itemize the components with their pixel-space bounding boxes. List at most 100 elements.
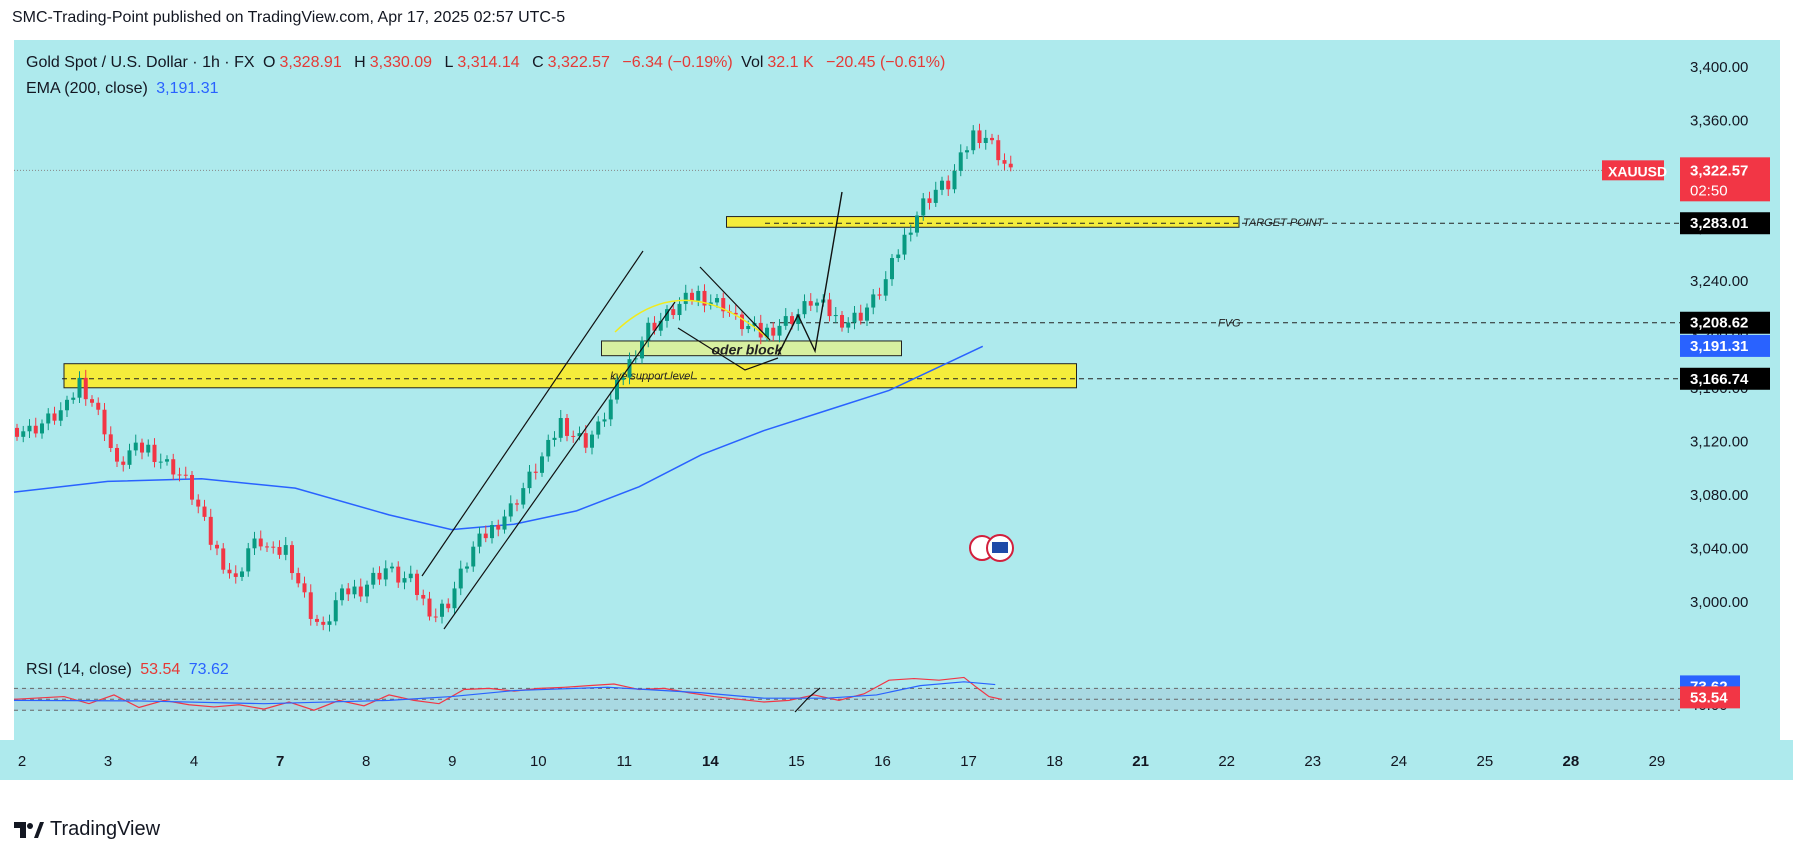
chart-area[interactable]: 3,000.003,040.003,080.003,120.003,160.00… — [0, 40, 1793, 807]
time-tick-label: 4 — [190, 753, 198, 770]
candle-body — [265, 546, 269, 548]
candle-body — [740, 314, 744, 330]
candle-body — [96, 402, 101, 410]
rsi-ma-value: 73.62 — [188, 661, 229, 678]
candle-body — [158, 461, 163, 463]
rsi-legend[interactable]: RSI (14, close) 53.54 73.62 — [26, 661, 233, 679]
candle-body — [308, 592, 313, 619]
candle-body — [340, 588, 344, 601]
rsi-ma-line — [13, 681, 996, 705]
candle-body — [990, 137, 994, 141]
time-tick-label: 7 — [276, 753, 284, 770]
price-tick-label: 3,400.00 — [1690, 59, 1748, 76]
ohlc-legend: Gold Spot / U.S. Dollar · 1h · FX O 3,328… — [26, 54, 949, 72]
rsi-line — [13, 676, 1002, 711]
time-tick-label: 29 — [1649, 753, 1666, 770]
candle-body — [546, 439, 551, 457]
tradingview-logo[interactable]: TradingView — [14, 818, 160, 841]
time-tick-label: 21 — [1132, 753, 1149, 770]
price-tick-label: 3,120.00 — [1690, 433, 1748, 450]
candle-body — [840, 315, 844, 328]
candle-body — [583, 433, 588, 448]
candle-body — [777, 325, 782, 336]
candle-body — [571, 435, 576, 437]
candle-body — [958, 152, 963, 171]
candle-body — [940, 180, 944, 190]
candle-body — [133, 442, 138, 451]
candle-body — [533, 471, 538, 473]
change-value: −6.34 (−0.19%) — [622, 54, 733, 71]
ema-line — [13, 345, 984, 531]
price-tick-label: 3,080.00 — [1690, 487, 1748, 504]
candle-body — [46, 413, 51, 424]
candle-body — [677, 303, 682, 316]
price-tick-label: 3,040.00 — [1690, 540, 1748, 557]
price-label-box — [1680, 212, 1770, 235]
candle-body — [83, 377, 88, 400]
publish-header: SMC-Trading-Point published on TradingVi… — [12, 9, 566, 26]
candle-body — [152, 444, 157, 463]
candle-body — [527, 471, 532, 489]
candle-body — [258, 538, 263, 547]
candle-body — [508, 503, 513, 517]
ema-value: 3,191.31 — [156, 80, 219, 97]
candle-body — [90, 399, 94, 403]
candle-body — [371, 572, 376, 585]
candle-body — [140, 442, 144, 453]
candle-body — [671, 309, 676, 316]
candle-body — [390, 566, 394, 569]
candle-body — [496, 525, 501, 530]
high-value: 3,330.09 — [369, 54, 433, 71]
open-value: 3,328.91 — [279, 54, 342, 71]
pattern-line-a — [677, 327, 779, 371]
candle-body — [933, 189, 938, 203]
candle-body — [558, 418, 563, 438]
candle-body — [746, 325, 751, 330]
zone-box — [726, 216, 1240, 228]
candle-body — [765, 327, 769, 338]
candle-body — [865, 307, 869, 321]
candle-body — [77, 377, 82, 398]
ema-legend[interactable]: EMA (200, close) 3,191.31 — [26, 80, 223, 98]
candle-body — [696, 290, 701, 301]
time-tick-label: 22 — [1218, 753, 1235, 770]
candle-body — [596, 421, 601, 435]
rsi-label: RSI (14, close) — [26, 661, 132, 678]
chart-svg[interactable]: 3,000.003,040.003,080.003,120.003,160.00… — [0, 40, 1793, 807]
candle-body — [646, 322, 651, 341]
candle-body — [915, 215, 919, 233]
candle-body — [246, 548, 251, 572]
candle-body — [858, 312, 863, 321]
projection-zigzag — [777, 191, 843, 356]
candle-body — [927, 198, 932, 203]
candle-body — [983, 137, 988, 143]
candle-body — [833, 315, 838, 317]
candle-body — [852, 312, 857, 323]
candle-body — [21, 431, 26, 437]
symbol-title[interactable]: Gold Spot / U.S. Dollar · 1h · FX — [26, 54, 255, 71]
price-label-box — [1680, 367, 1770, 390]
candle-body — [683, 292, 688, 304]
candle-body — [471, 546, 476, 567]
candle-body — [452, 588, 457, 609]
rsi-label-box — [1680, 686, 1740, 709]
rsi-value: 53.54 — [140, 661, 181, 678]
candle-body — [315, 618, 319, 622]
candle-body — [896, 254, 901, 259]
candle-body — [102, 409, 107, 435]
candle-body — [321, 621, 326, 625]
candle-body — [283, 545, 288, 555]
candle-body — [58, 410, 63, 421]
candle-body — [227, 569, 232, 574]
time-tick-label: 9 — [448, 753, 456, 770]
time-tick-label: 11 — [617, 753, 633, 770]
countdown-label: 02:50 — [1690, 182, 1728, 199]
candle-body — [608, 399, 613, 420]
candle-body — [40, 423, 44, 434]
time-tick-label: 8 — [362, 753, 370, 770]
time-tick-label: 3 — [104, 753, 112, 770]
candle-body — [877, 294, 882, 296]
candle-body — [921, 198, 926, 216]
candle-body — [883, 279, 888, 296]
candle-body — [383, 568, 388, 580]
